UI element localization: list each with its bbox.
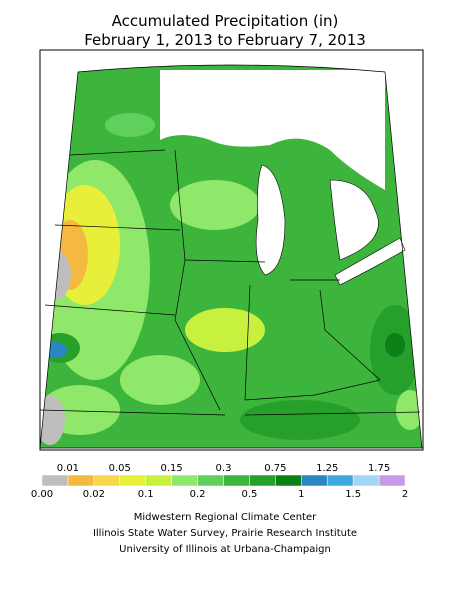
legend-swatch [352, 474, 380, 487]
legend-label: 1.75 [368, 463, 390, 474]
legend-label: 0.2 [190, 489, 206, 500]
legend-label: 0.3 [216, 463, 232, 474]
legend-swatch [67, 474, 95, 487]
credit-line: University of Illinois at Urbana-Champai… [119, 544, 331, 555]
legend-label: 1.5 [345, 489, 361, 500]
title: Accumulated Precipitation (in) [112, 12, 339, 30]
map [39, 49, 424, 451]
legend-swatch [145, 474, 172, 487]
state-borders [39, 64, 423, 449]
lake-huron [329, 179, 379, 261]
legend: 0.00 0.01 0.02 0.05 0.1 0.15 0.2 0.3 0.5 0.75 1 1.2… [31, 463, 408, 500]
subtitle: February 1, 2013 to February 7, 2013 [84, 31, 366, 49]
lake-michigan [255, 164, 286, 276]
legend-swatch [249, 474, 276, 487]
legend-label: 0.1 [138, 489, 154, 500]
legend-swatch [119, 474, 146, 487]
legend-label: 0.00 [31, 489, 53, 500]
legend-label: 0.02 [83, 489, 105, 500]
legend-label: 0.15 [161, 463, 183, 474]
legend-label: 0.5 [241, 489, 257, 500]
lake-superior-canada [160, 70, 385, 190]
lake-erie [334, 237, 406, 286]
credit-line: Midwestern Regional Climate Center [134, 512, 317, 523]
legend-label: 2 [402, 489, 408, 500]
legend-swatch [223, 474, 250, 487]
legend-swatch [197, 474, 224, 487]
legend-label: 0.01 [57, 463, 79, 474]
legend-swatch [326, 474, 354, 487]
credits: Midwestern Regional Climate Center Illino… [93, 512, 357, 555]
credit-line: Illinois State Water Survey, Prairie Res… [93, 528, 357, 539]
legend-label: 1.25 [316, 463, 338, 474]
legend-swatch [93, 474, 121, 487]
legend-label: 0.75 [264, 463, 286, 474]
legend-swatch [275, 474, 302, 487]
legend-swatch [378, 474, 406, 487]
legend-label: 0.05 [109, 463, 131, 474]
legend-label: 1 [298, 489, 304, 500]
legend-swatch [41, 474, 69, 487]
legend-swatch [301, 474, 328, 487]
legend-swatch [171, 474, 198, 487]
